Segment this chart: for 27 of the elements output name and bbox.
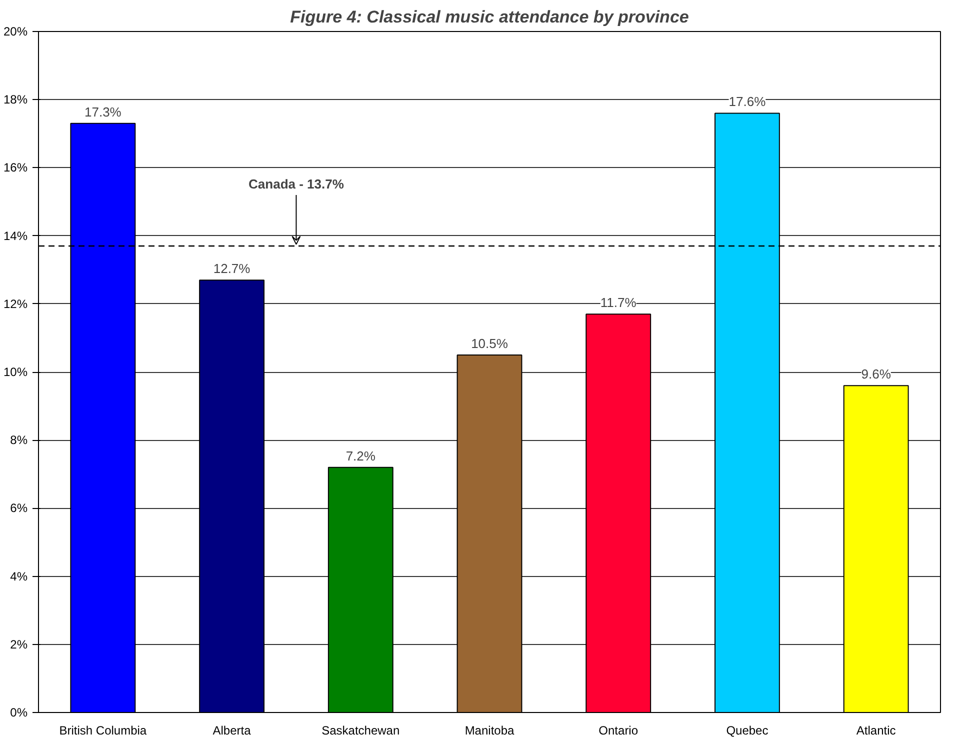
y-tick-label: 4% <box>10 569 28 584</box>
data-label: 17.3% <box>84 104 122 120</box>
y-tick-label: 16% <box>3 160 28 175</box>
y-tick-label: 20% <box>3 24 28 38</box>
data-label: 11.7% <box>600 295 637 310</box>
y-tick-label: 10% <box>3 365 28 379</box>
data-label: 17.6% <box>728 94 766 110</box>
y-tick-label: 18% <box>3 92 28 107</box>
y-tick-label: 14% <box>3 228 28 243</box>
x-tick-label: Saskatchewan <box>322 724 400 738</box>
x-tick-label: Ontario <box>598 724 638 738</box>
data-label: 10.5% <box>471 336 508 351</box>
y-tick-label: 6% <box>10 501 28 516</box>
data-label: 7.2% <box>346 448 376 464</box>
chart-title: Figure 4: Classical music attendance by province <box>290 8 689 26</box>
y-tick-label: 0% <box>10 706 28 720</box>
data-label: 9.6% <box>861 366 892 382</box>
x-tick-label: Manitoba <box>464 724 515 738</box>
x-tick-label: Quebec <box>726 724 768 738</box>
x-tick-label: British Columbia <box>59 724 147 738</box>
y-tick-label: 12% <box>3 296 28 311</box>
data-label: 12.7% <box>213 261 251 276</box>
x-tick-label: Atlantic <box>856 724 896 738</box>
x-tick-label: Alberta <box>212 724 252 738</box>
y-tick-label: 8% <box>10 433 28 448</box>
y-tick-label: 2% <box>10 637 28 652</box>
ref-line-label: Canada - 13.7% <box>248 176 344 192</box>
